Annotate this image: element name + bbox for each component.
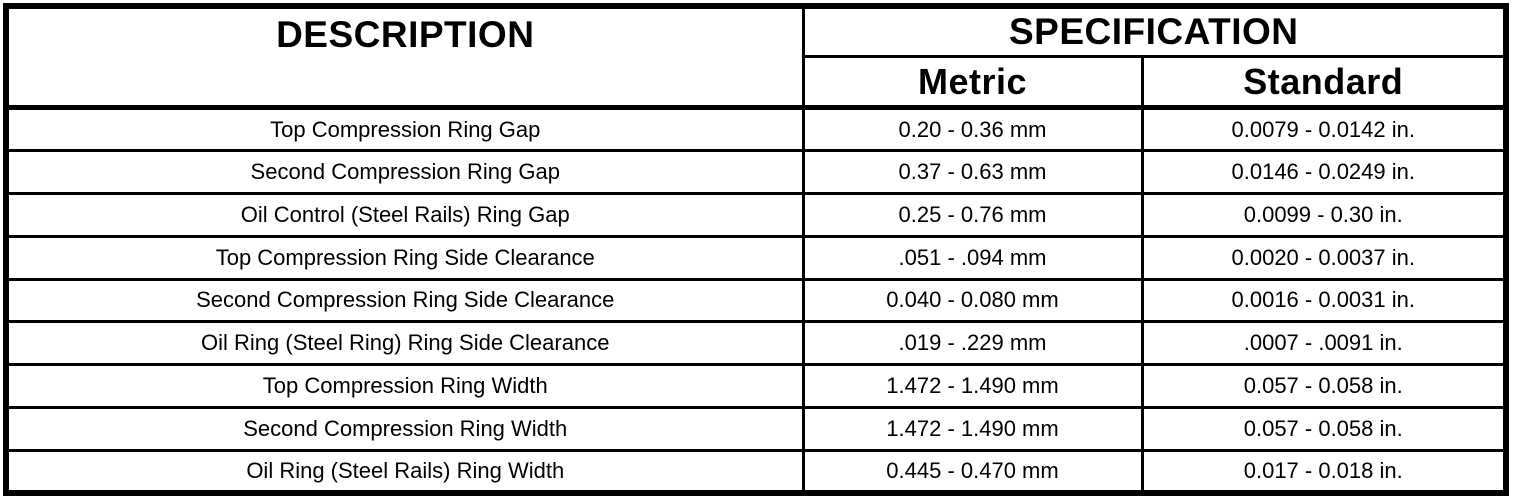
row-description: Oil Ring (Steel Ring) Ring Side Clearanc… [4,320,805,367]
piston-ring-spec-table-frame: DESCRIPTION SPECIFICATION Metric Standar… [3,3,1509,496]
table-row: Top Compression Ring Width 1.472 - 1.490… [4,363,1508,409]
row-metric-value: 0.20 - 0.36 mm [801,106,1144,153]
table-row: Top Compression Ring Gap 0.20 - 0.36 mm … [4,106,1508,153]
standard-header-cell: Standard [1140,55,1508,111]
table-row: Second Compression Ring Gap 0.37 - 0.63 … [4,149,1508,195]
row-description: Top Compression Ring Width [4,363,805,409]
row-metric-value: 0.25 - 0.76 mm [801,191,1144,238]
row-metric-value: 1.472 - 1.490 mm [801,363,1144,409]
description-header-cell: DESCRIPTION [4,4,805,111]
table-row: Oil Control (Steel Rails) Ring Gap 0.25 … [4,191,1508,238]
row-description: Second Compression Ring Side Clearance [4,277,805,324]
row-metric-value: 0.040 - 0.080 mm [801,277,1144,324]
row-standard-value: 0.057 - 0.058 in. [1140,363,1508,409]
row-metric-value: 0.445 - 0.470 mm [801,448,1144,495]
row-standard-value: 0.0020 - 0.0037 in. [1140,234,1508,281]
row-standard-value: 0.0079 - 0.0142 in. [1140,106,1508,153]
header-row-units: Metric Standard [6,55,1508,111]
row-description: Second Compression Ring Width [4,405,805,452]
table-row: Top Compression Ring Side Clearance .051… [4,234,1508,281]
row-standard-value: 0.017 - 0.018 in. [1140,448,1508,495]
table-row: Oil Ring (Steel Ring) Ring Side Clearanc… [4,320,1508,367]
row-description: Second Compression Ring Gap [4,149,805,195]
row-standard-value: 0.0016 - 0.0031 in. [1140,277,1508,324]
header-row-top: DESCRIPTION SPECIFICATION [4,4,1508,111]
metric-header-cell: Metric [801,55,1144,111]
row-metric-value: 0.37 - 0.63 mm [801,149,1144,195]
row-description: Oil Ring (Steel Rails) Ring Width [4,448,805,495]
row-description: Top Compression Ring Gap [4,106,805,153]
specification-header-cell: SPECIFICATION [801,4,1508,58]
table-row: Second Compression Ring Width 1.472 - 1.… [4,405,1508,452]
row-metric-value: 1.472 - 1.490 mm [801,405,1144,452]
row-standard-value: 0.0146 - 0.0249 in. [1140,149,1508,195]
piston-ring-spec-table: DESCRIPTION SPECIFICATION Metric Standar… [3,3,1509,496]
row-standard-value: 0.0099 - 0.30 in. [1140,191,1508,238]
row-description: Oil Control (Steel Rails) Ring Gap [4,191,805,238]
row-metric-value: .051 - .094 mm [801,234,1144,281]
row-standard-value: 0.057 - 0.058 in. [1140,405,1508,452]
row-description: Top Compression Ring Side Clearance [4,234,805,281]
row-standard-value: .0007 - .0091 in. [1140,320,1508,367]
row-metric-value: .019 - .229 mm [801,320,1144,367]
table-row: Second Compression Ring Side Clearance 0… [4,277,1508,324]
table-row: Oil Ring (Steel Rails) Ring Width 0.445 … [4,448,1508,495]
